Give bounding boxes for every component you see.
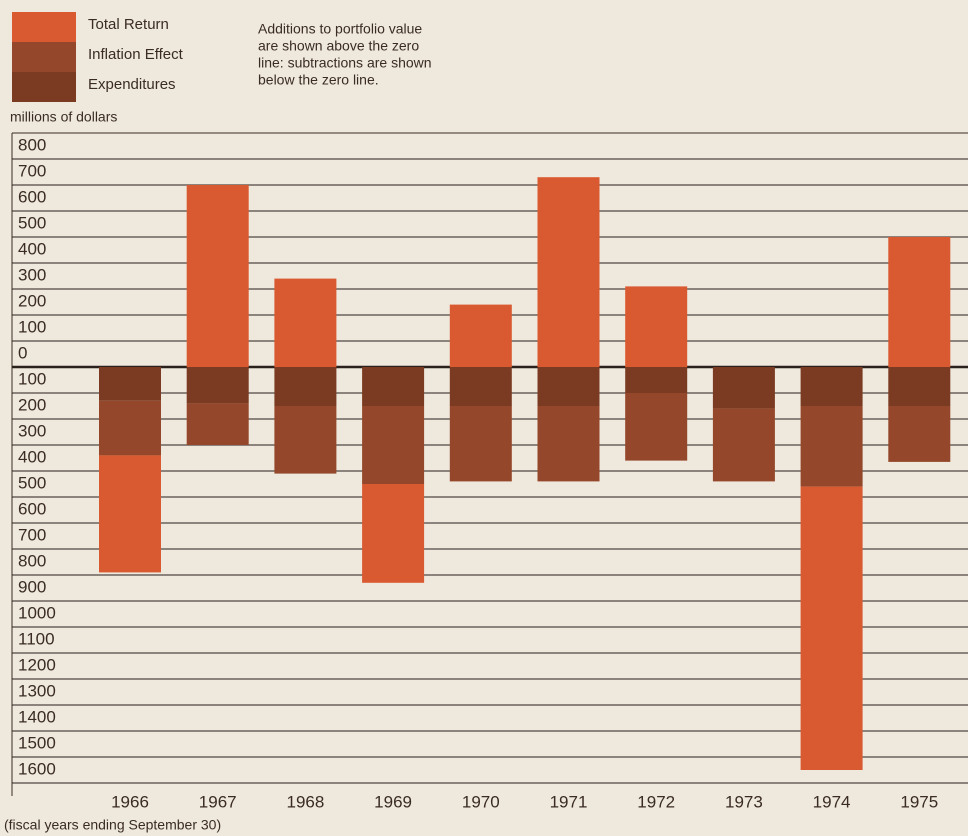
bar-segment	[712, 408, 775, 482]
x-tick-label: 1970	[462, 792, 500, 811]
bar-segment	[99, 400, 161, 456]
bar-segment	[888, 406, 951, 462]
note: line: subtractions are shown	[258, 55, 432, 71]
bar-segment	[274, 367, 337, 406]
legend-swatch	[12, 12, 76, 42]
x-axis-label: (fiscal years ending September 30)	[4, 817, 221, 833]
bar-segment	[449, 367, 512, 406]
bar-segment	[537, 406, 600, 482]
x-tick-label: 1973	[725, 792, 763, 811]
y-tick-label: 400	[18, 239, 46, 258]
legend-swatch	[12, 42, 76, 72]
bar-segment	[800, 367, 863, 406]
x-tick-label: 1972	[637, 792, 675, 811]
y-tick-label: 600	[18, 187, 46, 206]
bar-segment	[712, 367, 775, 409]
y-tick-label: 1200	[18, 655, 56, 674]
y-tick-label: 600	[18, 499, 46, 518]
note: below the zero line.	[258, 72, 379, 88]
y-tick-label: 800	[18, 551, 46, 570]
legend-label: Total Return	[88, 16, 169, 33]
bar-segment	[800, 406, 863, 487]
x-tick-label: 1975	[900, 792, 938, 811]
y-tick-label: 1100	[18, 629, 55, 648]
note: are shown above the zero	[258, 38, 419, 54]
y-tick-label: 300	[18, 421, 46, 440]
bar-segment	[186, 367, 249, 404]
y-tick-label: 800	[18, 135, 46, 154]
y-tick-label: 100	[18, 317, 46, 336]
y-tick-label: 1300	[18, 681, 56, 700]
bar-segment	[888, 237, 951, 367]
x-tick-label: 1967	[199, 792, 237, 811]
bar-segment	[625, 286, 688, 367]
y-tick-label: 500	[18, 473, 46, 492]
y-tick-label: 300	[18, 265, 46, 284]
note: Additions to portfolio value	[258, 21, 422, 37]
bar-segment	[449, 406, 512, 482]
bar-segment	[537, 367, 600, 406]
y-tick-label: 200	[18, 395, 46, 414]
y-tick-label: 1500	[18, 733, 56, 752]
bar-segment	[888, 367, 951, 406]
x-tick-label: 1968	[286, 792, 324, 811]
bar-segment	[449, 304, 512, 367]
y-tick-label: 100	[18, 369, 46, 388]
bar-segment	[362, 406, 425, 484]
y-tick-label: 900	[18, 577, 46, 596]
legend-label: Inflation Effect	[88, 46, 184, 63]
bar-segment	[537, 177, 600, 367]
bar-segment	[186, 403, 249, 445]
legend-swatch	[12, 72, 76, 102]
bar-segment	[99, 367, 161, 401]
y-tick-label: 1000	[18, 603, 56, 622]
y-tick-label: 500	[18, 213, 46, 232]
legend-label: Expenditures	[88, 76, 176, 93]
y-tick-label: 700	[18, 525, 46, 544]
y-tick-label: 1600	[18, 759, 56, 778]
y-tick-label: 700	[18, 161, 46, 180]
y-tick-label: 400	[18, 447, 46, 466]
y-tick-label: 1400	[18, 707, 56, 726]
bar-segment	[800, 486, 863, 770]
bar-segment	[274, 278, 337, 367]
bar-segment	[625, 393, 688, 461]
x-tick-label: 1971	[550, 792, 588, 811]
bar-segment	[274, 406, 337, 474]
bar-segment	[625, 367, 688, 393]
y-axis-label: millions of dollars	[10, 109, 117, 125]
bar-segment	[186, 185, 249, 367]
x-tick-label: 1974	[813, 792, 851, 811]
bar-segment	[362, 484, 425, 583]
y-tick-label: 0	[18, 343, 27, 362]
y-tick-label: 200	[18, 291, 46, 310]
x-tick-label: 1966	[111, 792, 149, 811]
x-tick-label: 1969	[374, 792, 412, 811]
bar-segment	[99, 455, 161, 573]
bar-segment	[362, 367, 425, 406]
